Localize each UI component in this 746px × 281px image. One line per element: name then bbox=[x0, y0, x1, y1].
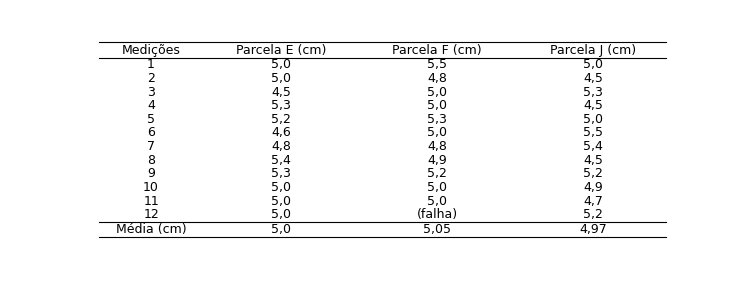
Text: 5,0: 5,0 bbox=[427, 85, 448, 99]
Text: 5,0: 5,0 bbox=[583, 113, 604, 126]
Text: 5,0: 5,0 bbox=[271, 72, 291, 85]
Text: 4,97: 4,97 bbox=[580, 223, 607, 236]
Text: 5,2: 5,2 bbox=[583, 167, 604, 180]
Text: 5,0: 5,0 bbox=[271, 223, 291, 236]
Text: 5,0: 5,0 bbox=[271, 194, 291, 208]
Text: (falha): (falha) bbox=[417, 208, 458, 221]
Text: 5,0: 5,0 bbox=[271, 181, 291, 194]
Text: 5,3: 5,3 bbox=[272, 99, 291, 112]
Text: 4,8: 4,8 bbox=[272, 140, 291, 153]
Text: 5,4: 5,4 bbox=[583, 140, 604, 153]
Text: 4,6: 4,6 bbox=[272, 126, 291, 139]
Text: 4,7: 4,7 bbox=[583, 194, 604, 208]
Text: 5,0: 5,0 bbox=[427, 181, 448, 194]
Text: 6: 6 bbox=[147, 126, 155, 139]
Text: 5,05: 5,05 bbox=[423, 223, 451, 236]
Text: 3: 3 bbox=[147, 85, 155, 99]
Text: 1: 1 bbox=[147, 58, 155, 71]
Text: 5,5: 5,5 bbox=[427, 58, 448, 71]
Text: 5,3: 5,3 bbox=[272, 167, 291, 180]
Text: 4,5: 4,5 bbox=[583, 99, 604, 112]
Text: 4,9: 4,9 bbox=[583, 181, 604, 194]
Text: 4,5: 4,5 bbox=[583, 154, 604, 167]
Text: 11: 11 bbox=[143, 194, 159, 208]
Text: Parcela F (cm): Parcela F (cm) bbox=[392, 44, 482, 57]
Text: 5,0: 5,0 bbox=[271, 208, 291, 221]
Text: 8: 8 bbox=[147, 154, 155, 167]
Text: 5,2: 5,2 bbox=[427, 167, 447, 180]
Text: 4,5: 4,5 bbox=[272, 85, 291, 99]
Text: 5,2: 5,2 bbox=[272, 113, 291, 126]
Text: 9: 9 bbox=[147, 167, 155, 180]
Text: 5: 5 bbox=[147, 113, 155, 126]
Text: 4,8: 4,8 bbox=[427, 72, 447, 85]
Text: 5,5: 5,5 bbox=[583, 126, 604, 139]
Text: 4,8: 4,8 bbox=[427, 140, 447, 153]
Text: 4,5: 4,5 bbox=[583, 72, 604, 85]
Text: 10: 10 bbox=[143, 181, 159, 194]
Text: 5,0: 5,0 bbox=[271, 58, 291, 71]
Text: Média (cm): Média (cm) bbox=[116, 223, 186, 236]
Text: 12: 12 bbox=[143, 208, 159, 221]
Text: 4,9: 4,9 bbox=[427, 154, 447, 167]
Text: 5,2: 5,2 bbox=[583, 208, 604, 221]
Text: 2: 2 bbox=[147, 72, 155, 85]
Text: 7: 7 bbox=[147, 140, 155, 153]
Text: 5,0: 5,0 bbox=[427, 194, 448, 208]
Text: 5,0: 5,0 bbox=[583, 58, 604, 71]
Text: 5,4: 5,4 bbox=[272, 154, 291, 167]
Text: 5,3: 5,3 bbox=[583, 85, 604, 99]
Text: 5,0: 5,0 bbox=[427, 126, 448, 139]
Text: 4: 4 bbox=[147, 99, 155, 112]
Text: Parcela J (cm): Parcela J (cm) bbox=[551, 44, 636, 57]
Text: 5,0: 5,0 bbox=[427, 99, 448, 112]
Text: 5,3: 5,3 bbox=[427, 113, 447, 126]
Text: Medições: Medições bbox=[122, 44, 181, 57]
Text: Parcela E (cm): Parcela E (cm) bbox=[236, 44, 326, 57]
